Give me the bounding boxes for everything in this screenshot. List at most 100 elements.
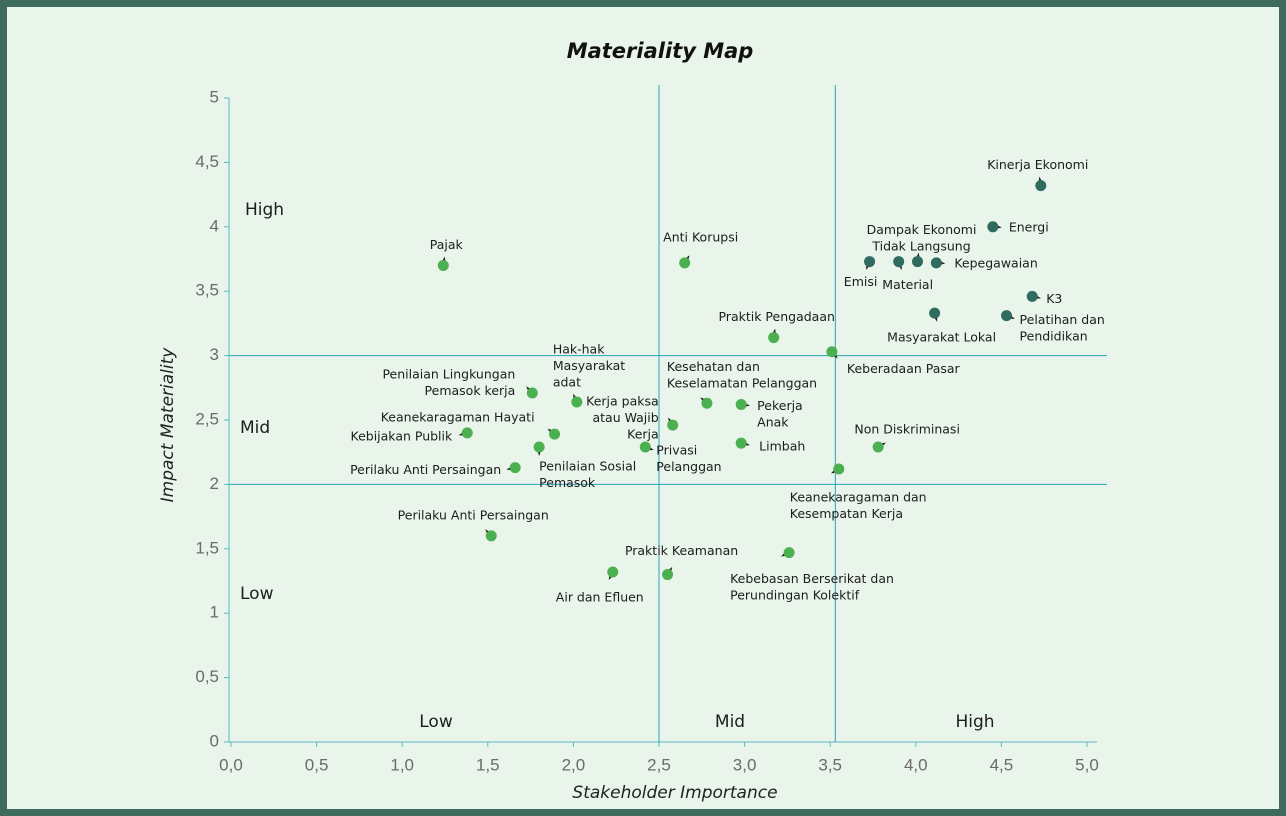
point (735, 437, 747, 449)
point (783, 547, 795, 559)
y-tick-label: 0 (210, 731, 219, 750)
y-tick-label: 2,5 (195, 409, 219, 428)
point-label: Keselamatan Pelanggan (667, 375, 817, 390)
y-tick-label: 1,5 (195, 538, 219, 557)
point-label: Pemasok kerja (425, 383, 516, 398)
point-label: Kinerja Ekonomi (987, 157, 1088, 172)
point (679, 257, 691, 269)
point-label: Pelanggan (656, 459, 721, 474)
point-label: atau Wajib (592, 410, 658, 425)
point-label: Keanekaragaman dan (790, 489, 927, 504)
point (607, 566, 619, 578)
point (1001, 310, 1013, 322)
point-label: Praktik Pengadaan (718, 309, 834, 324)
point-label: Air dan Efluen (556, 589, 644, 604)
y-tick-label: 1 (210, 603, 219, 622)
point (485, 530, 497, 542)
point-label: Masyarakat Lokal (887, 330, 996, 345)
point-label: Kebijakan Publik (351, 428, 454, 443)
x-tick-label: 1,5 (476, 755, 500, 774)
point-label: Masyarakat (553, 358, 625, 373)
point (1026, 290, 1038, 302)
point-label: Anak (757, 415, 789, 430)
point-label: Perilaku Anti Persaingan (350, 462, 501, 477)
point-label: Keberadaan Pasar (847, 361, 961, 376)
panel (7, 7, 1279, 809)
point-label: Tidak Langsung (871, 239, 970, 254)
point-label: Energi (1009, 219, 1049, 234)
point-label: Kebebasan Berserikat dan (730, 571, 894, 586)
point-label: Kerja (627, 427, 659, 442)
point-label: Pelatihan dan (1020, 312, 1105, 327)
point-label: Hak-hak (553, 341, 605, 356)
zone-label: High (955, 712, 994, 732)
chart-title: Materiality Map (567, 39, 754, 63)
y-tick-label: 3,5 (195, 281, 219, 300)
y-tick-label: 0,5 (195, 667, 219, 686)
point (930, 257, 942, 269)
point (893, 256, 905, 268)
zone-label: Mid (715, 712, 745, 732)
point (526, 387, 538, 399)
x-tick-label: 0,5 (305, 755, 329, 774)
point-label: Limbah (759, 439, 805, 454)
point (864, 256, 876, 268)
point-label: Penilaian Sosial (539, 459, 636, 474)
point (461, 427, 473, 439)
point-label: Keanekaragaman Hayati (381, 410, 535, 425)
zone-label: Low (240, 584, 274, 604)
point-label: Non Diskriminasi (854, 422, 960, 437)
point (1035, 180, 1047, 192)
point (912, 256, 924, 268)
point-label: adat (553, 374, 581, 389)
x-tick-label: 1,0 (390, 755, 414, 774)
point (929, 307, 941, 319)
point-label: Kepegawaian (954, 255, 1037, 270)
point (667, 419, 679, 431)
point-label: Pajak (430, 237, 464, 252)
zone-label: Mid (240, 418, 270, 438)
point (571, 396, 583, 408)
y-tick-label: 5 (210, 87, 219, 106)
point-label: Kerja paksa (586, 394, 659, 409)
point (768, 332, 780, 344)
point (533, 441, 545, 453)
point-label: Material (882, 277, 933, 292)
x-tick-label: 4,5 (990, 755, 1014, 774)
x-tick-label: 3,0 (733, 755, 757, 774)
y-tick-label: 3 (210, 345, 219, 364)
point-label: Perundingan Kolektif (730, 588, 860, 603)
zone-label: High (245, 200, 284, 220)
point-label: Anti Korupsi (663, 229, 738, 244)
point-label: Emisi (844, 274, 878, 289)
point (735, 399, 747, 411)
x-tick-label: 5,0 (1075, 755, 1099, 774)
x-tick-label: 0,0 (219, 755, 243, 774)
point (701, 397, 713, 409)
y-tick-label: 4 (210, 216, 219, 235)
x-tick-label: 2,0 (562, 755, 586, 774)
y-tick-label: 4,5 (195, 152, 219, 171)
point-label: Kesempatan Kerja (790, 506, 903, 521)
point-label: Kesehatan dan (667, 359, 760, 374)
point (437, 259, 449, 271)
point (549, 428, 561, 440)
x-tick-label: 2,5 (647, 755, 671, 774)
x-tick-label: 4,0 (904, 755, 928, 774)
point (639, 441, 651, 453)
point-label: Perilaku Anti Persaingan (398, 507, 549, 522)
x-axis-label: Stakeholder Importance (572, 783, 777, 803)
point (987, 221, 999, 233)
point-label: Privasi (656, 443, 697, 458)
point-label: Dampak Ekonomi (867, 222, 977, 237)
zone-label: Low (419, 712, 453, 732)
point (826, 346, 838, 358)
point-label: Pendidikan (1020, 329, 1088, 344)
y-axis-label: Impact Materiality (158, 347, 178, 503)
point-label: Praktik Keamanan (625, 543, 738, 558)
point (662, 569, 674, 581)
point-label: Pekerja (757, 398, 803, 413)
point (509, 462, 521, 474)
